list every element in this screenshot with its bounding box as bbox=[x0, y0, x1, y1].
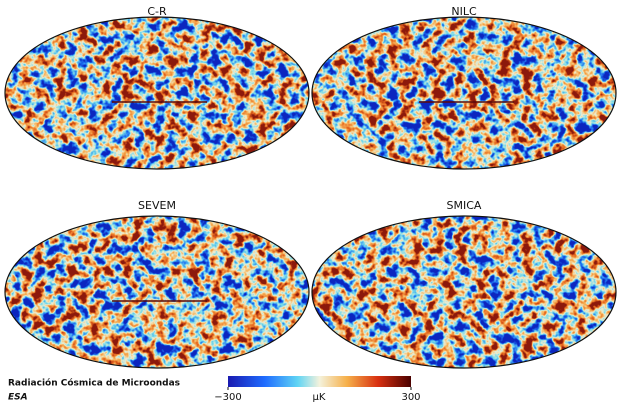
galactic-band bbox=[112, 101, 207, 103]
sky-texture bbox=[5, 17, 309, 169]
sky-texture bbox=[312, 17, 616, 169]
figure: C-R NILC SEVEM SMICA Radiación Cósmica de M… bbox=[0, 0, 621, 405]
caption-credit: ESA bbox=[8, 393, 28, 403]
colorbar bbox=[228, 376, 411, 387]
sky-texture bbox=[312, 216, 616, 368]
colorbar-tick-label: 300 bbox=[401, 392, 420, 403]
map-title: SMICA bbox=[447, 199, 482, 212]
map-title: NILC bbox=[451, 5, 477, 18]
caption-title: Radiación Cósmica de Microondas bbox=[8, 378, 180, 389]
sky-map bbox=[312, 216, 616, 368]
colorbar-tick-label: −300 bbox=[214, 392, 241, 403]
map-title: C-R bbox=[147, 5, 167, 18]
colorbar-unit: μK bbox=[313, 392, 326, 403]
sky-map bbox=[312, 17, 616, 169]
sky-texture bbox=[5, 216, 309, 368]
galactic-band bbox=[112, 300, 207, 302]
map-title: SEVEM bbox=[138, 199, 176, 212]
galactic-band bbox=[419, 101, 514, 103]
maps: C-R NILC SEVEM SMICA bbox=[5, 5, 616, 368]
sky-map bbox=[5, 17, 309, 169]
sky-map bbox=[5, 216, 309, 368]
